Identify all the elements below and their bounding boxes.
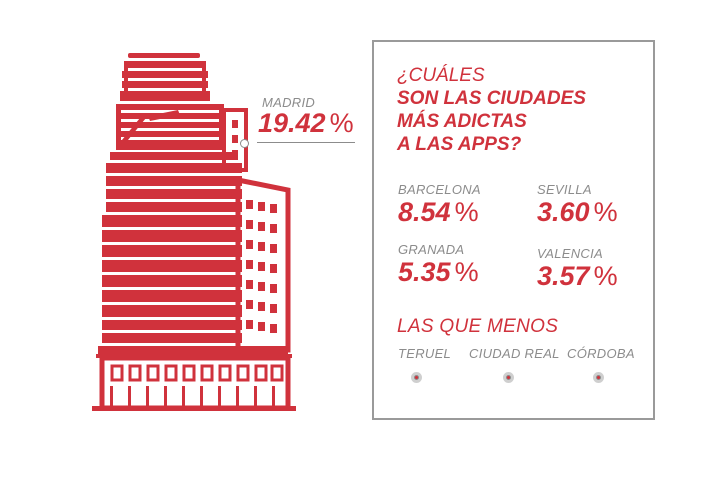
callout-value: 19.42%	[258, 108, 354, 139]
least-city: CÓRDOBA	[567, 346, 635, 361]
least-city: TERUEL	[398, 346, 452, 361]
least-city: CIUDAD REAL	[469, 346, 560, 361]
callout-pointer-icon	[240, 139, 249, 148]
city-name: SEVILLA	[537, 182, 592, 197]
city-unit: %	[593, 261, 618, 291]
city-name: BARCELONA	[398, 182, 481, 197]
building-icon	[92, 53, 296, 411]
marker-dot-icon	[503, 372, 514, 383]
question-heading: ¿CUÁLES SON LAS CIUDADES MÁS ADICTAS A L…	[397, 64, 586, 156]
city-value: 3.60%	[537, 197, 618, 228]
marker-dot-icon	[593, 372, 604, 383]
city-unit: %	[454, 197, 479, 227]
question-line-1: ¿CUÁLES	[397, 65, 485, 86]
city-value: 8.54%	[398, 197, 481, 228]
city-number: 5.35	[398, 257, 451, 287]
city-unit: %	[454, 257, 479, 287]
city-stat: GRANADA 5.35%	[398, 242, 479, 288]
callout-city: MADRID	[262, 95, 316, 110]
question-line-4: A LAS APPS?	[397, 134, 522, 155]
city-number: 3.57	[537, 261, 590, 291]
city-number: 8.54	[398, 197, 451, 227]
city-value: 3.57%	[537, 261, 618, 292]
city-unit: %	[593, 197, 618, 227]
city-value: 5.35%	[398, 257, 479, 288]
city-stat: BARCELONA 8.54%	[398, 182, 481, 228]
city-name: VALENCIA	[537, 246, 603, 261]
city-name: GRANADA	[398, 242, 465, 257]
info-panel	[372, 40, 655, 420]
question-line-3: MÁS ADICTAS	[397, 111, 527, 132]
city-stat: VALENCIA 3.57%	[537, 246, 618, 292]
city-stat: SEVILLA 3.60%	[537, 182, 618, 228]
callout-unit: %	[329, 108, 354, 138]
callout-line	[257, 142, 355, 143]
callout-number: 19.42	[258, 108, 326, 138]
least-heading: LAS QUE MENOS	[397, 316, 559, 337]
city-number: 3.60	[537, 197, 590, 227]
question-line-2: SON LAS CIUDADES	[397, 88, 586, 109]
marker-dot-icon	[411, 372, 422, 383]
